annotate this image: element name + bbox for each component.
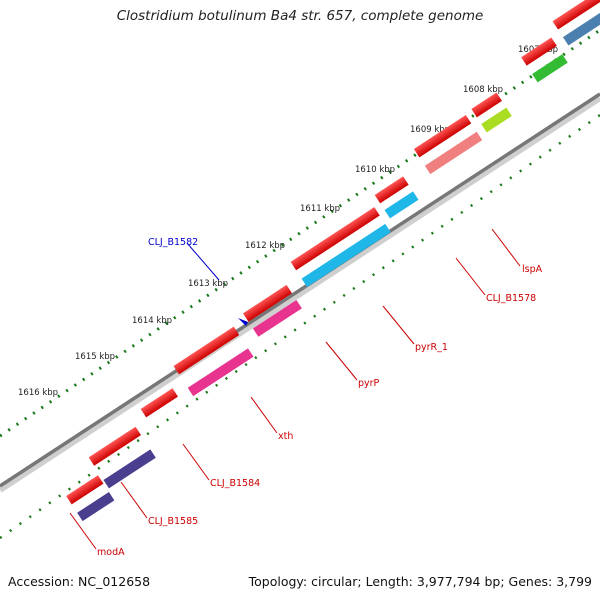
label-clj-b1582: CLJ_B1582 — [148, 237, 198, 248]
cds-green[interactable] — [532, 54, 568, 83]
tick-label-1610: 1610 kbp — [355, 165, 395, 175]
leader-pyrP — [325, 341, 358, 381]
leader-xth — [250, 396, 278, 434]
backbone-shadow — [0, 95, 600, 493]
leader-modA — [69, 512, 97, 550]
tick-label-1614: 1614 kbp — [132, 316, 172, 326]
leader-clj-b1582 — [186, 242, 220, 281]
label-clj-b1584: CLJ_B1584 — [210, 478, 260, 489]
leader-pyrR-1 — [382, 305, 415, 345]
label-clj-b1578: CLJ_B1578 — [486, 293, 536, 304]
cds-purple-1[interactable] — [77, 491, 115, 522]
cds-purple-2[interactable] — [103, 449, 156, 489]
leader-clj-b1584 — [182, 443, 210, 481]
label-clj-b1585: CLJ_B1585 — [148, 516, 198, 527]
tick-ring — [0, 28, 600, 438]
cds-salmon[interactable] — [424, 131, 483, 175]
gene-outer-5[interactable] — [243, 284, 293, 322]
leader-clj-b1578 — [455, 257, 486, 296]
cds-cyan-1[interactable] — [301, 223, 391, 288]
label-pyrR-1: pyrR_1 — [415, 342, 448, 353]
gene-outer-10[interactable] — [521, 37, 557, 66]
cds-pink-1[interactable] — [187, 348, 254, 397]
cds-pink-2[interactable] — [252, 299, 302, 337]
tick-label-1616: 1616 kbp — [18, 388, 58, 398]
gene-outer-3[interactable] — [140, 388, 178, 418]
gene-outer-2[interactable] — [88, 426, 142, 466]
genome-summary-text: Topology: circular; Length: 3,977,794 bp… — [248, 574, 592, 589]
feature-clj-b1582[interactable] — [238, 318, 248, 326]
tick-label-1615: 1615 kbp — [75, 352, 115, 362]
cds-steel[interactable] — [562, 4, 600, 46]
tick-label-1611: 1611 kbp — [300, 204, 340, 214]
gene-outer-4[interactable] — [173, 326, 240, 375]
tick-label-1608: 1608 kbp — [463, 85, 503, 95]
label-xth: xth — [278, 431, 293, 442]
label-pyrP: pyrP — [358, 378, 380, 389]
cds-lime[interactable] — [481, 107, 512, 133]
tick-label-1612: 1612 kbp — [245, 241, 285, 251]
leader-clj-b1585 — [120, 481, 148, 519]
backbone — [0, 92, 600, 488]
genome-title: Clostridium botulinum Ba4 str. 657, comp… — [116, 8, 484, 24]
label-modA: modA — [97, 547, 125, 558]
leader-lspA — [491, 228, 521, 267]
inner-dotted-ring — [0, 113, 600, 540]
gene-outer-1[interactable] — [66, 475, 104, 505]
tick-label-1613: 1613 kbp — [188, 279, 228, 289]
gene-outer-11[interactable] — [552, 0, 600, 30]
accession-text: Accession: NC_012658 — [8, 574, 151, 589]
tick-label-1609: 1609 kbp — [410, 125, 450, 135]
gene-outer-8[interactable] — [413, 115, 472, 158]
label-lspA: lspA — [522, 264, 543, 275]
gene-outer-7[interactable] — [374, 176, 409, 204]
gene-outer-6[interactable] — [290, 207, 380, 271]
gene-outer-9[interactable] — [471, 92, 502, 118]
cds-cyan-2[interactable] — [384, 191, 419, 219]
